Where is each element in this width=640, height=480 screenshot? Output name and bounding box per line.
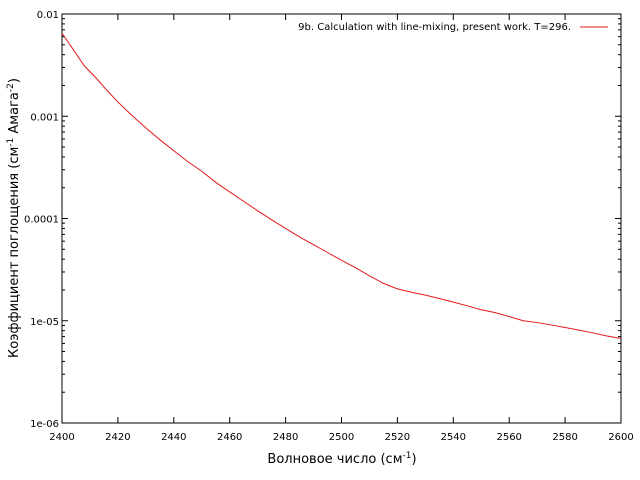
x-axis-ticks: 2400 2420 2440 2460 2480 2500 2520 2540 2560 2580… [49, 14, 634, 443]
series-layer [61, 32, 622, 340]
x-tick-label: 2500 [329, 432, 354, 443]
y-axis-label: Коэффициент поглощения (см-1 Амага-2) [6, 78, 22, 358]
x-tick-label: 2480 [273, 432, 298, 443]
x-axis-label: Волновое число (см-1) [267, 451, 416, 467]
x-tick-label: 2400 [49, 432, 74, 443]
y-tick-label: 1e-05 [30, 317, 59, 328]
series-line [61, 32, 622, 340]
x-tick-label: 2420 [105, 432, 130, 443]
x-tick-label: 2560 [496, 432, 521, 443]
x-tick-label: 2540 [441, 432, 466, 443]
plot-frame [61, 13, 622, 424]
legend-label: 9b. Calculation with line-mixing, presen… [298, 22, 571, 33]
y-tick-label: 1e-06 [30, 419, 59, 430]
x-tick-label: 2600 [608, 432, 633, 443]
y-tick-label: 0.01 [37, 10, 59, 21]
x-tick-label: 2460 [217, 432, 242, 443]
x-tick-label: 2520 [385, 432, 410, 443]
x-tick-label: 2580 [552, 432, 577, 443]
y-tick-label: 0.001 [30, 112, 59, 123]
y-tick-label: 0.0001 [24, 215, 59, 226]
x-tick-label: 2440 [161, 432, 186, 443]
legend: 9b. Calculation with line-mixing, presen… [298, 22, 608, 33]
y-axis-ticks: 1e-06 1e-05 0.0001 0.001 0.01 [24, 10, 621, 430]
